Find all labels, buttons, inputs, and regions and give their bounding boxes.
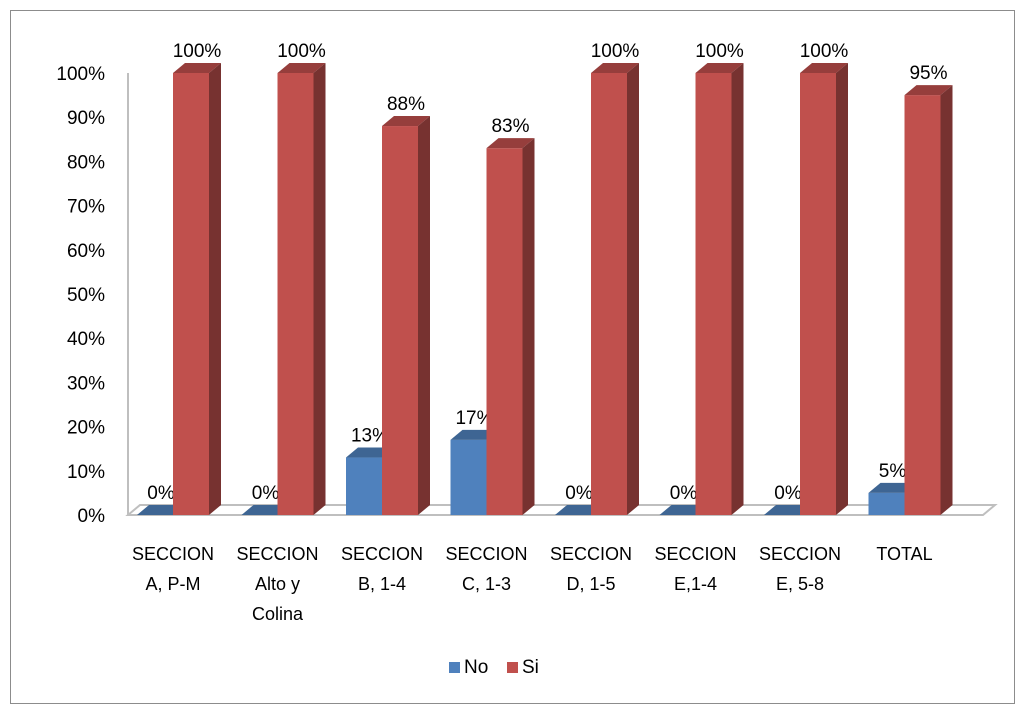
bar-top <box>277 63 326 73</box>
data-label-si: 95% <box>909 63 947 84</box>
data-label-no: 0% <box>670 483 698 504</box>
bar-side <box>627 63 639 515</box>
x-category-label-line: C, 1-3 <box>462 574 511 594</box>
data-label-si: 100% <box>800 41 849 62</box>
bar-chart: 0% 10% 20% 30% 40% 50% 60% 70% 80% 90% 100% 0% 100% S… <box>56 41 998 678</box>
y-tick-label: 50% <box>67 285 105 306</box>
bar-front <box>868 492 905 515</box>
bar-front <box>173 73 209 515</box>
bar-top <box>382 116 430 127</box>
bar-front <box>382 126 418 515</box>
x-category-label-line: SECCION <box>132 544 214 564</box>
bar-si <box>277 63 326 515</box>
bar-top <box>800 63 848 73</box>
legend-label-si: Si <box>522 657 539 678</box>
bar-front <box>486 148 523 515</box>
x-category-label-line: SECCION <box>445 544 527 564</box>
x-category-label-line: TOTAL <box>876 544 932 564</box>
bar-top <box>904 85 953 96</box>
data-label-no: 17% <box>455 408 493 429</box>
x-category-label: SECCION E,1-4 <box>654 544 736 594</box>
x-category-label: SECCION B, 1-4 <box>341 544 423 594</box>
y-tick-label: 100% <box>56 64 105 85</box>
bar-si <box>695 63 744 515</box>
x-category-label: SECCION D, 1-5 <box>550 544 632 594</box>
data-label-si: 83% <box>491 116 529 137</box>
bar-front <box>591 73 627 515</box>
bar-top <box>695 63 744 73</box>
bar-front <box>450 439 487 515</box>
y-tick-label: 20% <box>67 418 105 439</box>
legend-swatch-no <box>449 662 460 673</box>
y-tick-label: 30% <box>67 373 105 394</box>
data-label-si: 100% <box>277 41 326 62</box>
y-tick-label: 10% <box>67 462 105 483</box>
legend-swatch-si <box>507 662 518 673</box>
bar-side <box>836 63 848 515</box>
data-label-si: 100% <box>695 41 744 62</box>
x-category-label: SECCION A, P-M <box>132 544 214 594</box>
x-category-label-line: E,1-4 <box>674 574 717 594</box>
x-category-label-line: A, P-M <box>145 574 200 594</box>
bar-side <box>731 63 744 515</box>
x-category-label-line: SECCION <box>654 544 736 564</box>
y-tick-label: 80% <box>67 152 105 173</box>
chart-frame: 0% 10% 20% 30% 40% 50% 60% 70% 80% 90% 100% 0% 100% S… <box>10 10 1015 704</box>
x-category-label-line: SECCION <box>341 544 423 564</box>
x-category-label-line: SECCION <box>759 544 841 564</box>
bar-side <box>940 85 953 515</box>
data-label-no: 5% <box>879 461 907 482</box>
bar-top <box>486 138 535 149</box>
bar-si <box>904 85 953 515</box>
data-label-no: 0% <box>565 483 593 504</box>
bar-si <box>591 63 639 515</box>
data-label-si: 100% <box>173 41 222 62</box>
x-category-label-line: Colina <box>252 604 304 624</box>
data-label-no: 0% <box>252 483 280 504</box>
x-category-label-line: B, 1-4 <box>358 574 406 594</box>
bar-si <box>382 116 430 515</box>
x-category-label-line: D, 1-5 <box>566 574 615 594</box>
data-label-si: 88% <box>387 94 425 115</box>
bar-front <box>800 73 836 515</box>
bar-front <box>904 95 941 515</box>
bar-side <box>418 116 430 515</box>
x-category-label: TOTAL <box>876 544 932 564</box>
bar-si <box>486 138 535 515</box>
bar-si <box>800 63 848 515</box>
y-tick-label: 90% <box>67 108 105 129</box>
bar-side <box>209 63 221 515</box>
x-category-label: SECCION Alto y Colina <box>236 544 318 624</box>
bar-side <box>313 63 326 515</box>
bar-top <box>591 63 639 73</box>
data-label-si: 100% <box>591 41 640 62</box>
y-tick-label: 0% <box>78 506 106 527</box>
bar-top <box>173 63 221 73</box>
x-category-label-line: E, 5-8 <box>776 574 824 594</box>
data-label-no: 0% <box>147 483 175 504</box>
x-category-label-line: Alto y <box>255 574 300 594</box>
x-category-label-line: SECCION <box>236 544 318 564</box>
data-label-no: 13% <box>351 426 389 447</box>
bar-side <box>522 138 535 515</box>
x-category-label: SECCION E, 5-8 <box>759 544 841 594</box>
y-tick-label: 40% <box>67 329 105 350</box>
y-tick-label: 70% <box>67 197 105 218</box>
legend-label-no: No <box>464 657 488 678</box>
bar-si <box>173 63 221 515</box>
bar-front <box>277 73 314 515</box>
bar-front <box>346 457 382 515</box>
data-label-no: 0% <box>774 483 802 504</box>
bar-front <box>695 73 732 515</box>
x-category-label-line: SECCION <box>550 544 632 564</box>
y-tick-label: 60% <box>67 241 105 262</box>
x-category-label: SECCION C, 1-3 <box>445 544 527 594</box>
